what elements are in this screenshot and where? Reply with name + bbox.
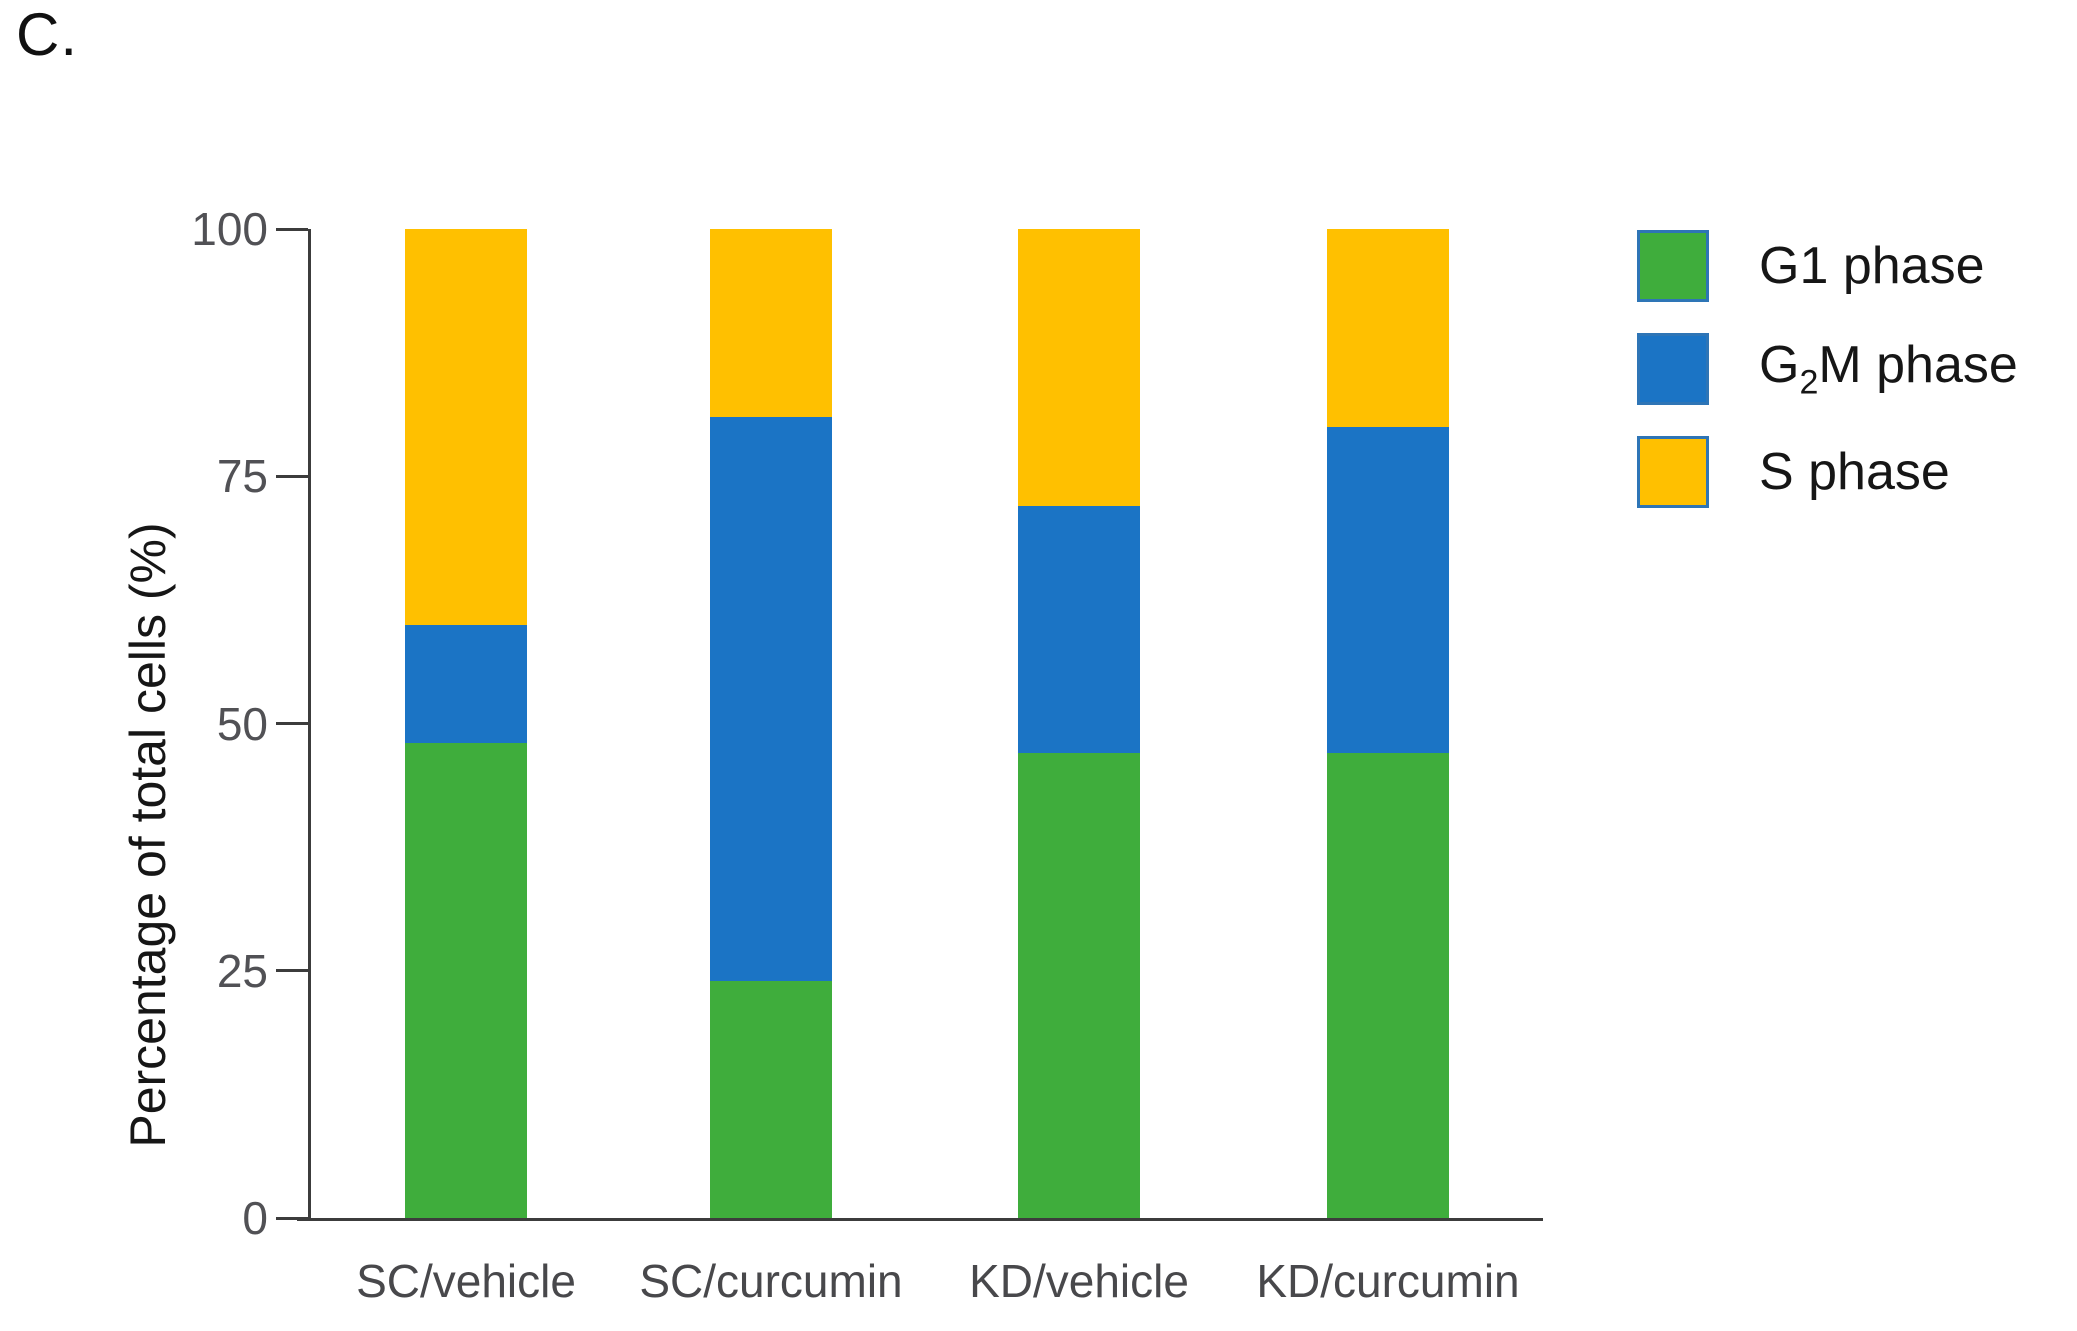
- y-tick-label: 25: [216, 944, 268, 997]
- y-tick-label: 100: [191, 203, 268, 255]
- legend-swatch-s-phase: [1637, 436, 1709, 508]
- bar-segment-g1-phase-sc-vehicle: [405, 743, 527, 1218]
- legend-item-s-phase: S phase: [1637, 436, 2018, 508]
- bar-segment-g-m-phase-sc-curcumin: [710, 416, 832, 981]
- x-axis-line: [297, 1218, 1543, 1221]
- bar-segment-g-m-phase-kd-vehicle: [1018, 505, 1140, 754]
- y-axis-title: Percentage of total cells (%): [120, 522, 176, 1148]
- y-tick-label: 0: [242, 1192, 268, 1244]
- x-axis-label-kd-vehicle: KD/vehicle: [969, 1255, 1189, 1307]
- legend: G1 phase G2M phase S phase: [1637, 230, 2018, 539]
- legend-item-g1-phase: G1 phase: [1637, 230, 2018, 302]
- x-axis-label-sc-vehicle: SC/vehicle: [356, 1255, 576, 1307]
- bar-segment-g1-phase-kd-vehicle: [1018, 753, 1140, 1218]
- y-tick-mark: [276, 1216, 308, 1220]
- y-tick-mark: [276, 474, 308, 478]
- x-axis-label-sc-curcumin: SC/curcumin: [639, 1255, 903, 1307]
- bar-segment-g1-phase-kd-curcumin: [1327, 753, 1449, 1218]
- legend-swatch-g1-phase: [1637, 230, 1709, 302]
- y-tick-label: 50: [216, 697, 268, 750]
- bar-segment-s-phase-sc-vehicle: [405, 229, 527, 625]
- x-axis-label-kd-curcumin: KD/curcumin: [1256, 1255, 1520, 1307]
- legend-label-s-phase: S phase: [1759, 443, 1950, 501]
- legend-item-g-m-phase: G2M phase: [1637, 333, 2018, 405]
- y-tick-mark: [276, 969, 308, 973]
- bar-segment-s-phase-kd-curcumin: [1327, 229, 1449, 427]
- y-tick-label: 75: [216, 450, 268, 503]
- legend-swatch-g-m-phase: [1637, 333, 1709, 405]
- legend-label-g1-phase: G1 phase: [1759, 237, 1985, 295]
- bar-segment-g-m-phase-kd-curcumin: [1327, 426, 1449, 754]
- bar-segment-s-phase-kd-vehicle: [1018, 229, 1140, 506]
- legend-label-g-m-phase: G2M phase: [1759, 336, 2018, 402]
- y-tick-mark: [276, 227, 308, 231]
- y-tick-mark: [276, 722, 308, 725]
- bar-segment-g-m-phase-sc-vehicle: [405, 624, 527, 744]
- panel-letter-label: C.: [16, 1, 78, 68]
- bar-segment-s-phase-sc-curcumin: [710, 229, 832, 417]
- bar-segment-g1-phase-sc-curcumin: [710, 980, 832, 1218]
- y-axis-line: [308, 229, 311, 1221]
